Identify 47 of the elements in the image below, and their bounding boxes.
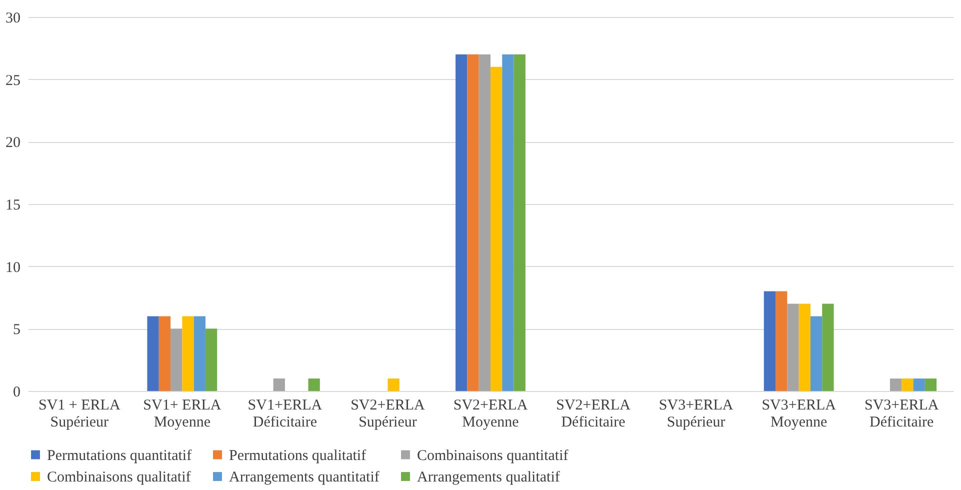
y-tick-label: 0 [13,384,20,400]
bar [273,378,285,391]
y-tick-label: 15 [6,198,20,214]
bar [158,316,171,391]
y-tick-label: 5 [13,322,20,338]
legend-label: Combinaisons quantitatif [417,448,568,464]
bar [924,378,937,391]
bar [182,316,194,391]
bar [194,316,206,391]
legend-label: Arrangements quantitatif [229,470,380,486]
bar [776,291,788,391]
y-tick-label: 20 [6,135,20,152]
bar [502,54,514,391]
x-tick-label: SV1+ ERLA Moyenne [143,398,222,430]
bar [490,66,502,391]
x-tick-label: SV3+ERLA Moyenne [762,398,836,430]
bar [308,378,320,391]
bar [902,378,914,391]
bar [147,316,159,391]
bar [205,328,218,391]
x-tick-label: SV2+ERLA Déficitaire [556,398,631,430]
bar [913,378,925,391]
bar [456,54,468,391]
y-tick-label: 10 [6,260,20,276]
bar [810,316,822,391]
y-tick-label: 30 [6,10,20,26]
legend-label: Permutations quantitatif [47,448,192,464]
x-tick-label: SV2+ERLA Supérieur [350,398,426,430]
x-tick-label: SV1+ERLA Déficitaire [248,398,322,430]
legend-label: Combinaisons qualitatif [47,470,191,486]
bar [890,378,902,391]
bar [170,328,182,391]
x-tick-label: SV2+ERLA Moyenne [453,398,528,430]
bar [822,304,834,391]
y-tick-label: 25 [6,72,20,89]
bar [798,304,810,391]
x-tick-label: SV3+ERLA Supérieur [658,398,734,430]
bar [388,378,400,391]
bar [514,54,526,391]
bar [787,304,799,391]
bar [764,291,776,391]
x-tick-label: SV3+ERLA Déficitaire [864,398,939,430]
bar [467,54,479,391]
bar [478,54,490,391]
x-tick-label: SV1 + ERLA Supérieur [38,398,120,430]
legend-label: Arrangements qualitatif [417,470,560,486]
legend-label: Permutations qualitatif [229,448,366,464]
